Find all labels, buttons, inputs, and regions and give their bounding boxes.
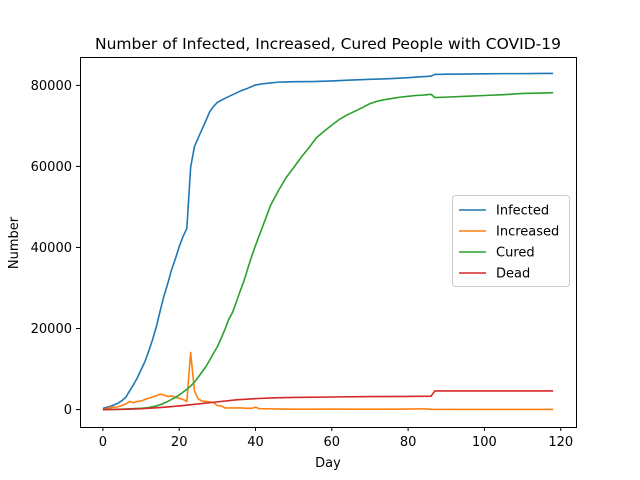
y-tick-label: 80000 [31, 79, 72, 94]
series-line-dead [102, 390, 554, 411]
plot-area [80, 57, 577, 428]
x-tick-label: 40 [247, 435, 264, 450]
x-axis-label: Day [315, 456, 341, 471]
x-tick-label: 100 [472, 435, 497, 450]
y-tick-label: 20000 [31, 322, 72, 337]
x-tick-label: 60 [324, 435, 341, 450]
x-tick-label: 20 [171, 435, 188, 450]
y-tick-label: 0 [64, 403, 72, 418]
series-line-infected [102, 72, 554, 410]
legend: Infected Increased Cured Dead [452, 195, 570, 287]
series-layer [102, 72, 554, 411]
legend-label-dead: Dead [496, 267, 530, 282]
legend-label-cured: Cured [496, 246, 535, 261]
x-axis-ticks: 0 20 40 60 80 100 120 [99, 427, 573, 450]
series-line-cured [102, 91, 554, 411]
legend-box [452, 195, 570, 287]
y-tick-label: 60000 [31, 160, 72, 175]
y-axis-label: Number [7, 216, 22, 269]
legend-label-infected: Infected [496, 204, 549, 219]
x-tick-label: 0 [99, 435, 107, 450]
x-tick-label: 120 [548, 435, 573, 450]
x-tick-label: 80 [400, 435, 417, 450]
y-axis-ticks: 0 20000 40000 60000 80000 [31, 79, 80, 418]
y-tick-label: 40000 [31, 241, 72, 256]
chart-title: Number of Infected, Increased, Cured Peo… [95, 35, 561, 53]
legend-label-increased: Increased [496, 225, 559, 240]
plot-frame [80, 57, 577, 428]
